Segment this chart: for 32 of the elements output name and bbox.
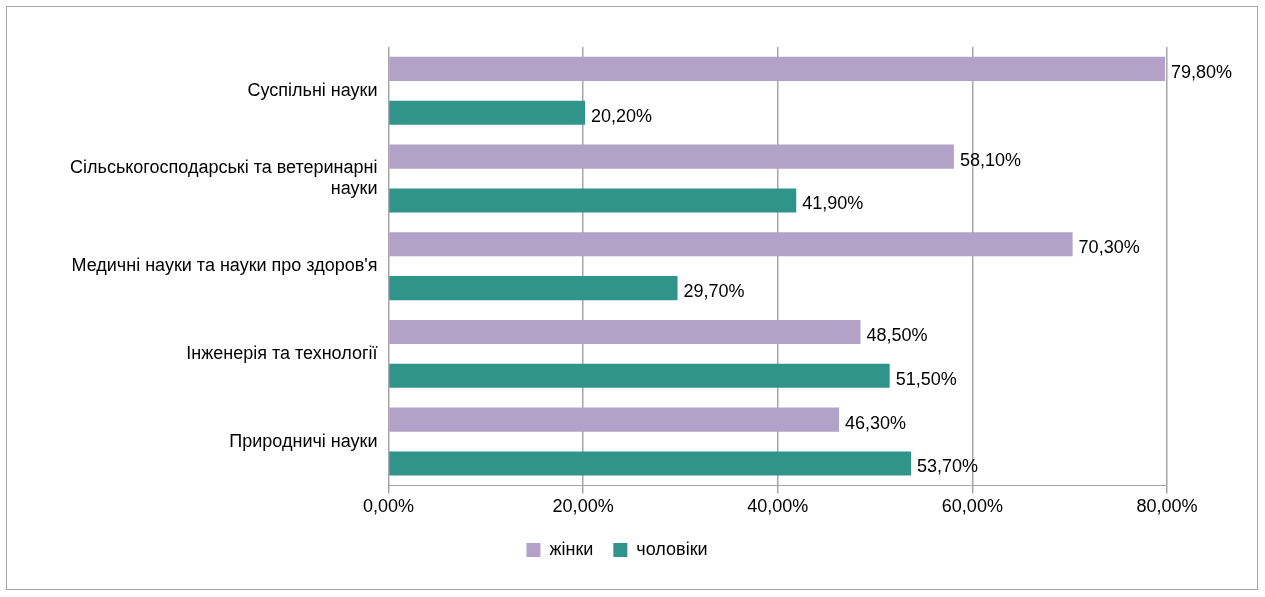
data-label: 79,80% xyxy=(1171,61,1233,82)
y-tick-label: Сільськогосподарські та ветеринарні науки xyxy=(70,156,378,199)
x-tick-label: 20,00% xyxy=(552,496,614,517)
x-tick-label: 60,00% xyxy=(941,496,1003,517)
x-tick-label: 80,00% xyxy=(1136,496,1198,517)
bar xyxy=(389,188,797,213)
x-tick-label: 0,00% xyxy=(362,496,415,517)
x-tick-label: 40,00% xyxy=(747,496,809,517)
bar xyxy=(389,319,861,345)
y-tick-label: Медичні науки та науки про здоров'я xyxy=(71,255,378,276)
bar xyxy=(389,56,1166,81)
data-label: 46,30% xyxy=(845,412,907,433)
data-label: 53,70% xyxy=(917,456,979,477)
bar xyxy=(389,276,678,301)
y-tick-label: Природничі науки xyxy=(229,430,378,451)
bar xyxy=(389,407,840,432)
data-label: 48,50% xyxy=(866,324,928,345)
data-label: 70,30% xyxy=(1078,237,1140,258)
bar xyxy=(389,451,912,476)
data-label: 58,10% xyxy=(959,149,1021,170)
y-tick-label: Інженерія та технології xyxy=(186,342,378,363)
bar xyxy=(389,232,1073,257)
bar xyxy=(389,144,954,169)
legend-label: жінки xyxy=(549,538,594,559)
bar xyxy=(389,363,890,388)
data-label: 51,50% xyxy=(895,368,957,389)
bar xyxy=(389,100,586,125)
y-tick-label: Суспільні науки xyxy=(247,79,378,100)
data-label: 20,20% xyxy=(591,105,653,126)
data-label: 29,70% xyxy=(683,281,745,302)
data-label: 41,90% xyxy=(802,193,864,214)
legend-label: чоловіки xyxy=(636,538,708,559)
